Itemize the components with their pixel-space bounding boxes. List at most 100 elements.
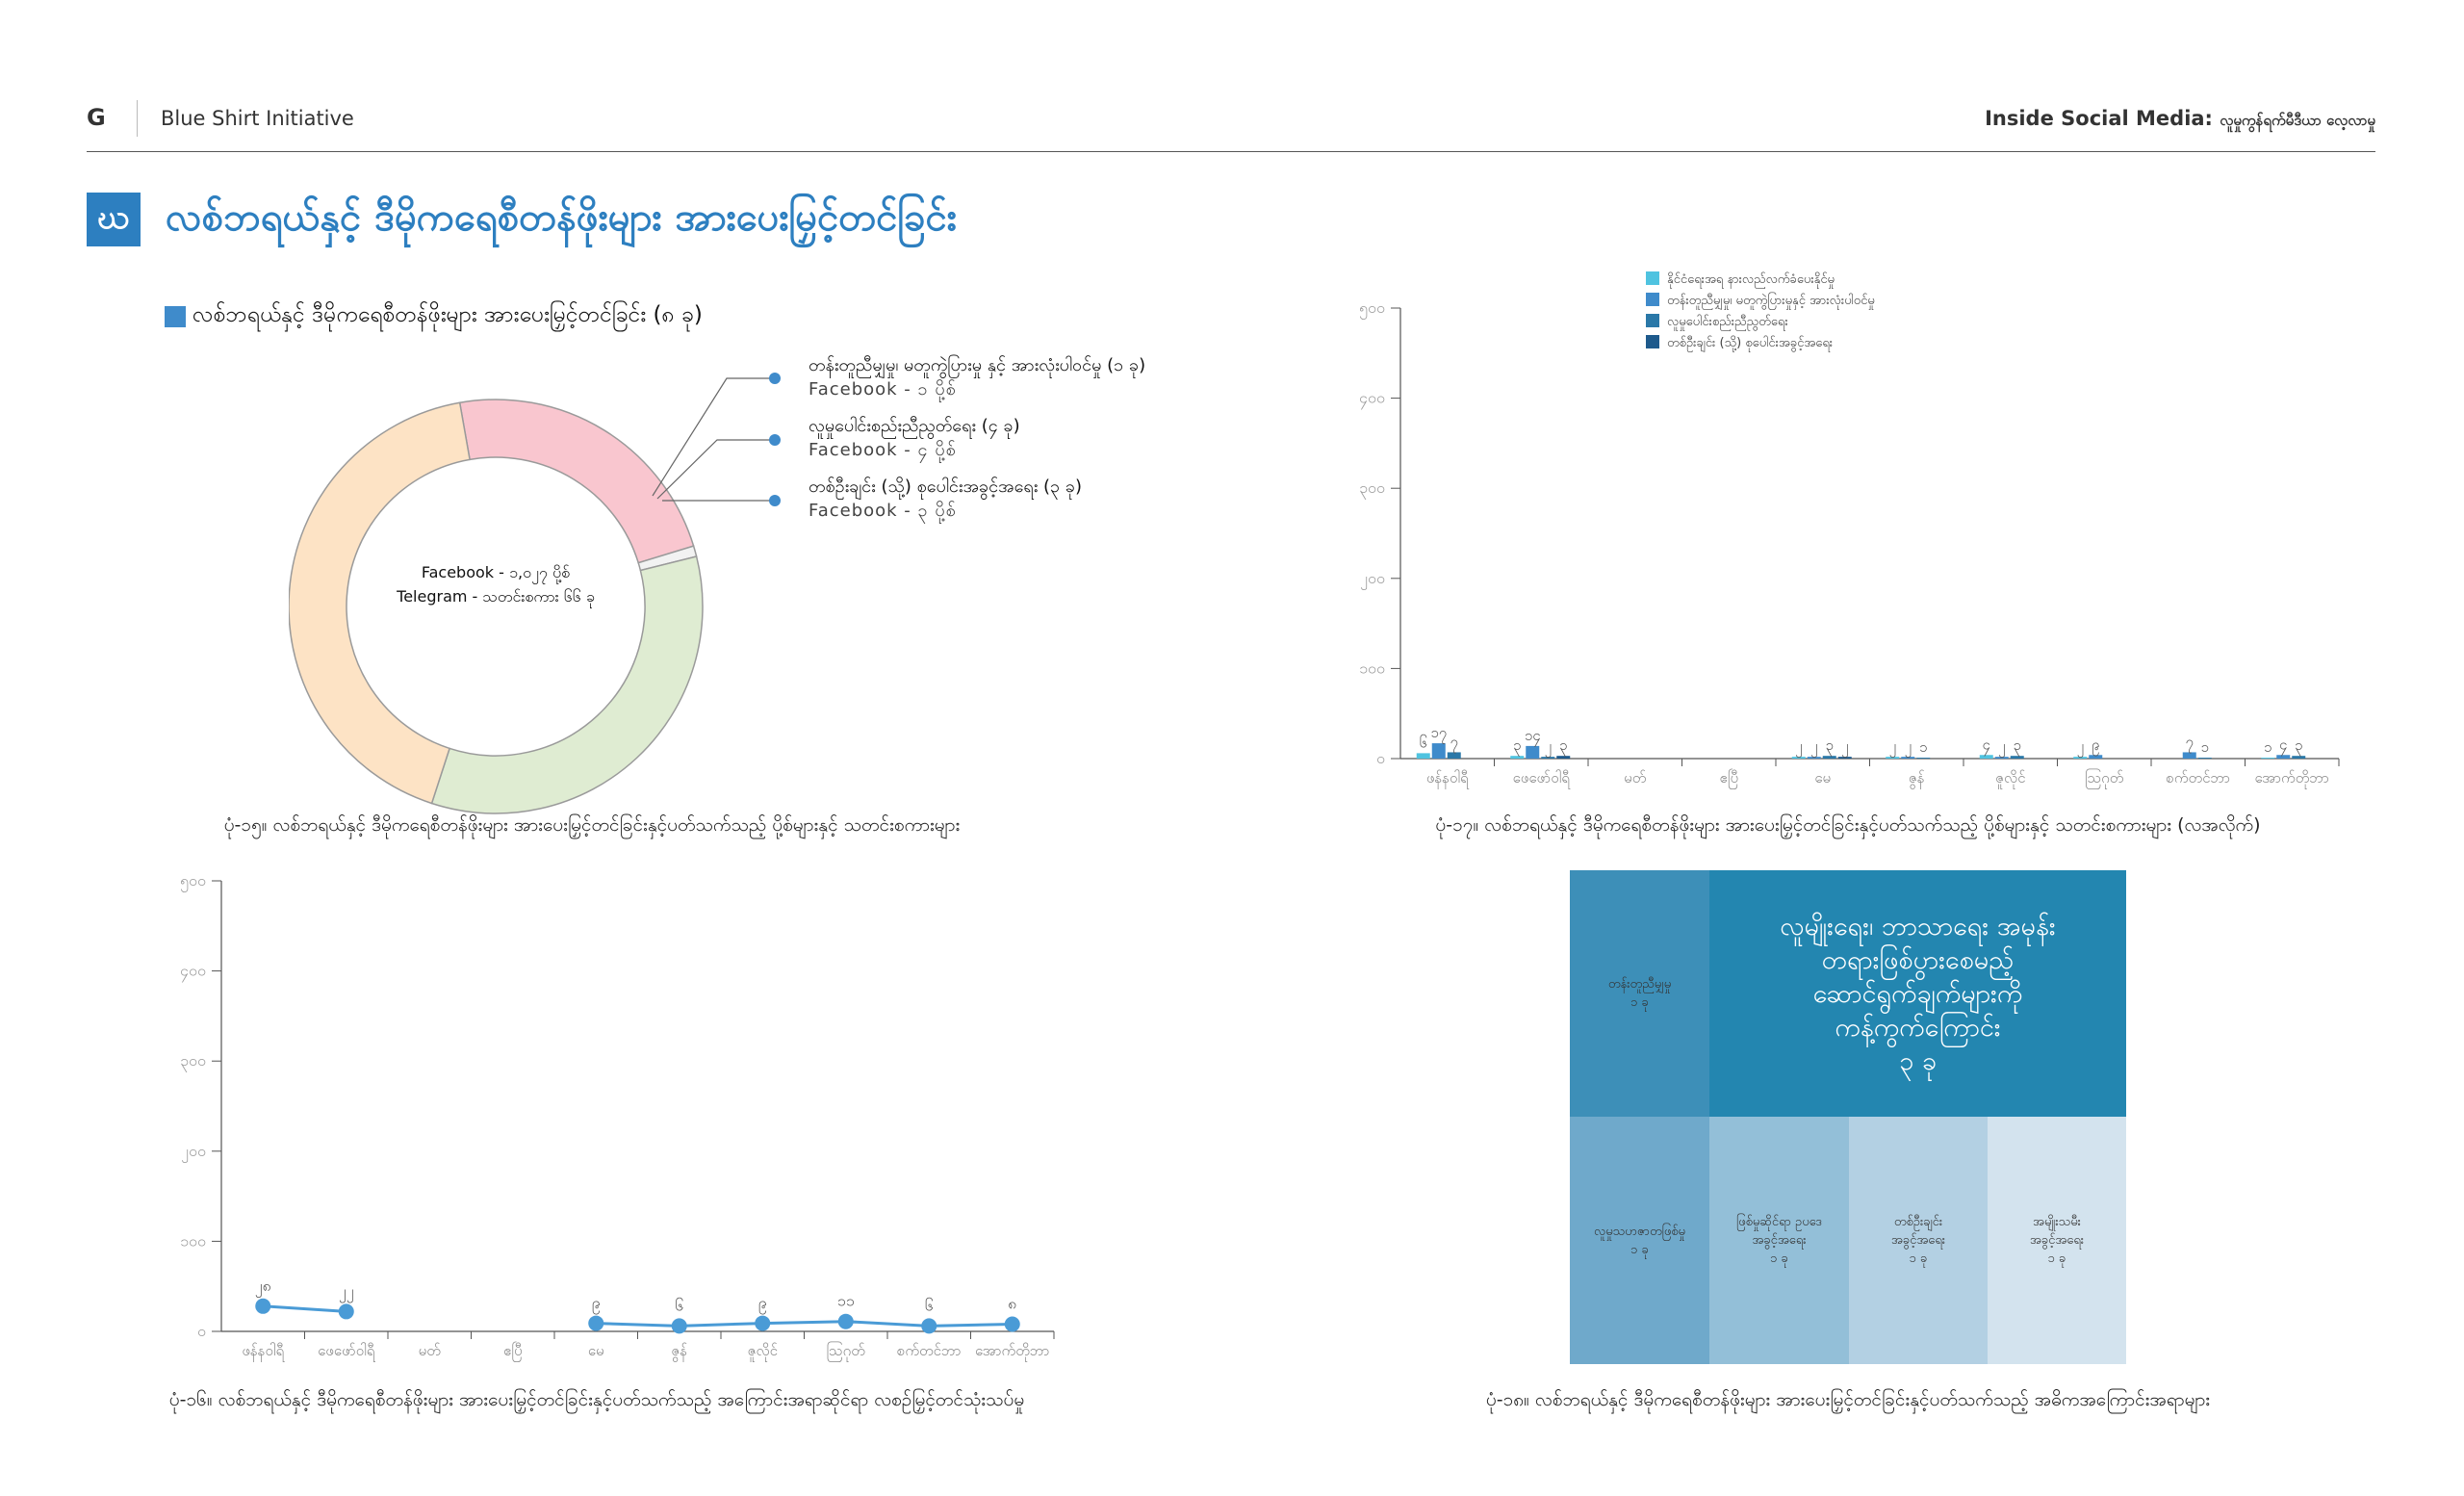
donut-center-facebook: Facebook - ၁,၀၂၇ ပို့စ် (421, 563, 571, 581)
y-tick-label: ၀ (1376, 749, 1385, 767)
line-data-label: ၂၈ (255, 1277, 271, 1298)
bar (2010, 756, 2024, 759)
callout-title: လူမှုပေါင်းစည်းညီညွတ်ရေး (၄ ခု) (808, 416, 1020, 436)
header-report-title: Inside Social Media: လူမှုကွန်ရက်မီဒီယာ … (1985, 107, 2375, 133)
callout-dot (769, 495, 781, 506)
bar-data-label: ၃ (2014, 736, 2021, 757)
bar-data-label: ၇ (2186, 733, 2194, 753)
legend-label: နိုင်ငံရေးအရ နားလည်လက်ခံပေးနိုင်မှု (1667, 271, 1835, 289)
bar-data-label: ၁ (2264, 738, 2272, 756)
cell-label: တစ်ဦးချင်း အခွင့်အရေး (1890, 1215, 1946, 1248)
cell-label: ဖြစ်မှုဆိုင်ရာ ဥပဒေအခွင့်အရေး (1735, 1215, 1823, 1248)
cell-count: ၁ ခု (1770, 1251, 1788, 1266)
bar (1431, 743, 1446, 759)
bar (1979, 755, 1993, 759)
treemap-caption: ပုံ-၁၈။ လစ်ဘရယ်နှင့် ဒီမိုကရေစီတန်ဖိုးမျ… (1485, 1389, 2211, 1410)
treemap-cell-women-rights: အမျိုးသမီး အခွင့်အရေး ၁ ခု (1988, 1117, 2126, 1364)
treemap-cell-individual-rights: တစ်ဦးချင်း အခွင့်အရေး ၁ ခု (1849, 1117, 1988, 1364)
callout-dot (769, 373, 781, 384)
bar (1994, 757, 2009, 759)
cell-label: တန်းတူညီမျှမှု (1607, 977, 1672, 992)
legend-label: တစ်ဦးချင်း (သို့) စုပေါင်းအခွင့်အရေး (1667, 335, 1833, 352)
y-tick-label: ၅၀၀ (1359, 298, 1385, 320)
line-point (588, 1315, 604, 1331)
x-tick-label: ဧပြီ (1719, 769, 1738, 789)
bar-data-label: ၉ (2092, 735, 2099, 756)
bar-data-label: ၄ (2279, 735, 2287, 756)
y-tick-label: ၃၀၀ (180, 1051, 206, 1072)
bar (1510, 756, 1525, 759)
bar-data-label: ၂ (1545, 737, 1552, 758)
bar-data-label: ၃ (1559, 736, 1567, 757)
x-tick-label: ဖေဖော်ဝါရီ (318, 1342, 376, 1362)
bar-data-label: ၂ (1905, 737, 1912, 758)
section-title: လစ်ဘရယ်နှင့် ဒီမိုကရေစီတန်ဖိုးများ အားပေ… (166, 195, 957, 240)
legend-swatch (1646, 271, 1659, 285)
line-caption: ပုံ-၁၆။ လစ်ဘရယ်နှင့် ဒီမိုကရေစီတန်ဖိုးမျ… (168, 1389, 1025, 1410)
y-tick-label: ၄၀၀ (180, 962, 206, 983)
cell-label: အမျိုးသမီး အခွင့်အရေး (2029, 1215, 2085, 1248)
header-rule (87, 151, 2375, 152)
cell-label: လူမျိုးရေး၊ ဘာသာရေး အမုန်းတရားဖြစ်ပွားစေ… (1780, 911, 2056, 1043)
header-divider (137, 100, 138, 137)
bar-data-label: ၆ (1420, 734, 1427, 751)
bar-data-label: ၃ (1513, 736, 1521, 757)
bar (2182, 752, 2196, 759)
x-tick-label: အောက်တိုဘာ (2255, 769, 2329, 789)
bar-data-label: ၁ (2201, 738, 2209, 756)
line-data-label: ၂၂ (339, 1281, 354, 1303)
legend-swatch (1646, 335, 1659, 348)
header-org-name: Blue Shirt Initiative (161, 107, 354, 130)
cell-count: ၁ ခု (2047, 1251, 2066, 1266)
cell-count: ၁ ခု (1909, 1251, 1928, 1266)
treemap-cell-social-harmony: လူမှုသဟဇာတဖြစ်မှု ၁ ခု (1570, 1117, 1709, 1364)
treemap-cell-legal-rights: ဖြစ်မှုဆိုင်ရာ ဥပဒေအခွင့်အရေး ၁ ခု (1709, 1117, 1849, 1364)
bar-data-label: ၂ (1795, 737, 1802, 758)
y-tick-label: ၁၀၀ (180, 1231, 206, 1250)
callout-sub: Facebook - ၁ ပို့စ် (808, 379, 957, 400)
bar (2292, 756, 2306, 759)
x-tick-label: မေ (1814, 769, 1831, 787)
donut-subtitle: လစ်ဘရယ်နှင့် ဒီမိုကရေစီတန်ဖိုးများ အားပေ… (192, 302, 703, 327)
line-data-label: ၉ (592, 1294, 601, 1315)
x-tick-label: ဩဂုတ် (2085, 768, 2123, 789)
bar-data-label: ၇ (1450, 733, 1458, 753)
donut-segment (430, 555, 704, 814)
callout-title: တန်းတူညီမျှမှု၊ မတူကွဲပြားမှု နှင့် အားလ… (808, 355, 1146, 375)
callout-sub: Facebook - ၃ ပို့စ် (808, 501, 957, 521)
bar-data-label: ၁၄ (1525, 727, 1541, 747)
header-logo: G (87, 104, 106, 131)
donut-center-label: Facebook - ၁,၀၂၇ ပို့စ် Telegram - သတင်း… (382, 560, 609, 608)
bar-caption: ပုံ-၁၇။ လစ်ဘရယ်နှင့် ဒီမိုကရေစီတန်ဖိုးမျ… (1435, 814, 2261, 836)
x-tick-label: အောက်တိုဘာ (975, 1342, 1049, 1362)
x-tick-label: ဇွန် (1909, 769, 1925, 789)
bar (2197, 758, 2212, 759)
legend-label: လူမှုပေါင်းစည်းညီညွတ်ရေး (1667, 314, 1788, 331)
line-point (255, 1298, 271, 1314)
section-badge: ဃ (87, 193, 141, 246)
subtitle-marker (165, 306, 186, 327)
donut-segment (458, 399, 695, 564)
callout-leader-line (652, 377, 775, 497)
bar-data-label: ၁၇ (1430, 724, 1447, 744)
bar (1791, 757, 1806, 759)
bar-data-label: ၂ (1810, 737, 1817, 758)
bar (2073, 757, 2088, 759)
bar (1416, 753, 1430, 759)
cell-count: ၁ ခု (1630, 995, 1649, 1010)
line-data-label: ၆ (675, 1296, 683, 1314)
bar-data-label: ၁ (1919, 738, 1927, 756)
bar (1556, 756, 1571, 759)
bar (2261, 758, 2275, 759)
line-point (837, 1313, 854, 1329)
legend-swatch (1646, 314, 1659, 327)
y-tick-label: ၁၀၀ (1359, 658, 1385, 677)
bar (1807, 757, 1821, 759)
bar-data-label: ၄ (1983, 735, 1990, 756)
bar (1837, 757, 1852, 759)
line-point (921, 1318, 937, 1334)
bar-data-label: ၂ (1889, 737, 1896, 758)
bar (2089, 755, 2103, 759)
bar (1447, 752, 1461, 759)
series-line (263, 1304, 346, 1313)
